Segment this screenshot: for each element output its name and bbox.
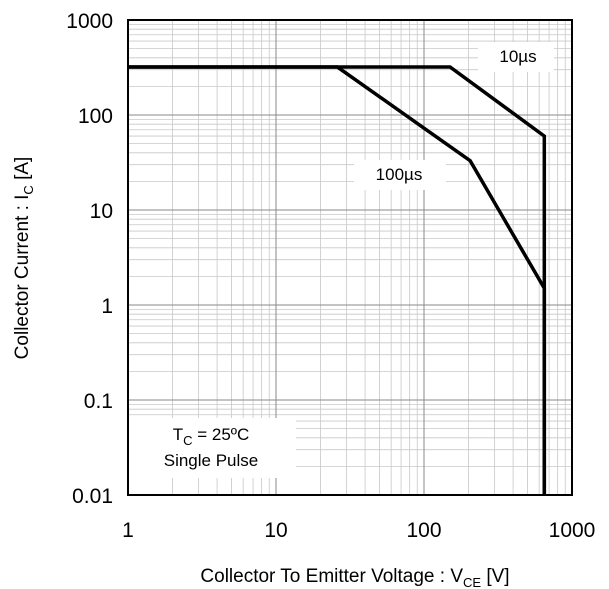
- series-label-10us: 10µs: [499, 47, 536, 66]
- x-tick-label: 10: [264, 519, 287, 542]
- y-tick-label: 0.01: [72, 485, 113, 508]
- annotation-background: [128, 42, 554, 478]
- x-tick-label: 1: [122, 519, 134, 542]
- x-tick-label: 100: [406, 519, 441, 542]
- y-tick-label: 100: [78, 105, 113, 128]
- y-tick-labels: 1000 100 10 1 0.1 0.01: [66, 10, 113, 508]
- minor-grid: [128, 20, 572, 495]
- x-axis-label: Collector To Emitter Voltage : VCE [V]: [200, 566, 509, 589]
- x-tick-label: 1000: [549, 519, 596, 542]
- x-tick-labels: 1 10 100 1000: [122, 519, 595, 542]
- series-line-2: [128, 65, 547, 495]
- single-pulse-annotation: Single Pulse: [164, 451, 259, 470]
- y-tick-label: 1: [101, 295, 113, 318]
- case-temperature-annotation: TC = 25ºC: [173, 425, 250, 448]
- y-tick-label: 10: [90, 200, 113, 223]
- plot-frame: [127, 19, 573, 496]
- series-layer: [128, 65, 547, 495]
- series-label-100us: 100µs: [376, 165, 423, 184]
- y-axis-label: Collector Current : IC [A]: [12, 157, 36, 360]
- y-tick-label: 1000: [66, 10, 113, 33]
- y-tick-label: 0.1: [84, 390, 113, 413]
